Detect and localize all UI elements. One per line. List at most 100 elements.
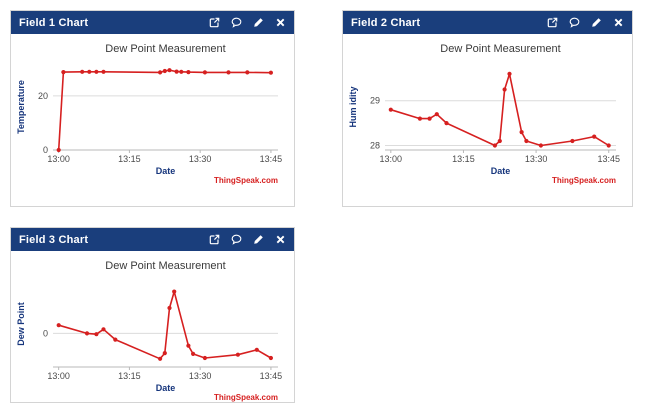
comment-icon[interactable] <box>231 17 242 28</box>
series-line <box>58 290 272 360</box>
external-link-icon[interactable] <box>547 17 558 28</box>
data-point[interactable] <box>524 138 529 144</box>
panel-header-actions <box>209 17 286 28</box>
data-point[interactable] <box>186 343 191 348</box>
field-1-chart-svg: 0 20 13:00 13:15 13:30 13:45 Dew Point Measure… <box>16 43 283 185</box>
data-point[interactable] <box>202 355 207 361</box>
data-point[interactable] <box>56 147 61 153</box>
x-tick-label: 13:00 <box>47 154 70 164</box>
x-axis-label: Date <box>156 383 176 393</box>
y-axis-label: Temperature <box>16 80 26 134</box>
data-point[interactable] <box>519 130 524 135</box>
data-point[interactable] <box>162 68 167 74</box>
x-tick-label: 13:45 <box>260 154 283 164</box>
data-point[interactable] <box>158 356 163 361</box>
y-axis-label: Hum idity <box>348 86 358 127</box>
chart-title: Dew Point Measurement <box>105 260 225 272</box>
panel-title: Field 2 Chart <box>351 16 421 29</box>
data-point[interactable] <box>113 337 118 342</box>
thingspeak-watermark: ThingSpeak.com <box>214 176 278 185</box>
x-axis-label: Date <box>491 166 511 176</box>
chart-title: Dew Point Measurement <box>105 43 225 55</box>
data-point[interactable] <box>592 134 597 139</box>
close-icon[interactable] <box>275 17 286 28</box>
data-point[interactable] <box>226 70 231 75</box>
data-point[interactable] <box>507 71 512 76</box>
x-tick-label: 13:30 <box>525 154 548 164</box>
y-tick-label: 20 <box>38 91 48 101</box>
x-axis-label: Date <box>156 166 176 176</box>
data-point[interactable] <box>167 305 172 311</box>
data-point[interactable] <box>570 138 575 144</box>
data-point[interactable] <box>162 351 167 356</box>
thingspeak-watermark: ThingSpeak.com <box>214 393 278 402</box>
panel-field-2-chart: Field 2 Chart 28 29 13:00 13:15 13:30 13:45 De… <box>342 10 633 207</box>
data-point[interactable] <box>492 143 497 148</box>
close-icon[interactable] <box>613 17 624 28</box>
data-point[interactable] <box>80 69 85 74</box>
edit-icon[interactable] <box>253 17 264 28</box>
data-point[interactable] <box>417 116 422 121</box>
x-tick-label: 13:00 <box>380 154 403 164</box>
chart-area-field-2: 28 29 13:00 13:15 13:30 13:45 Dew Point Measur… <box>343 34 632 211</box>
data-point[interactable] <box>186 70 191 75</box>
data-point[interactable] <box>84 331 90 336</box>
chart-title: Dew Point Measurement <box>440 43 560 55</box>
panel-field-1-chart: Field 1 Chart 0 20 13:00 13:15 13:30 13:45 Dew… <box>10 10 295 207</box>
panel-header-actions <box>547 17 624 28</box>
edit-icon[interactable] <box>253 234 264 245</box>
data-point[interactable] <box>61 70 66 75</box>
data-point[interactable] <box>94 332 99 337</box>
data-point[interactable] <box>444 121 449 126</box>
panel-title: Field 1 Chart <box>19 16 89 29</box>
data-point[interactable] <box>101 327 106 332</box>
series-line <box>390 73 610 147</box>
data-point[interactable] <box>254 347 259 352</box>
close-icon[interactable] <box>275 234 286 245</box>
data-point[interactable] <box>606 143 611 148</box>
y-tick-label: 0 <box>43 145 48 155</box>
panel-header: Field 1 Chart <box>11 11 294 34</box>
data-point[interactable] <box>202 70 207 75</box>
data-point[interactable] <box>268 70 273 75</box>
thingspeak-watermark: ThingSpeak.com <box>552 176 616 185</box>
panel-header-actions <box>209 234 286 245</box>
x-tick-label: 13:15 <box>452 154 475 164</box>
y-tick-label: 0 <box>43 328 48 338</box>
data-point[interactable] <box>502 87 507 92</box>
data-point[interactable] <box>388 107 393 112</box>
data-point[interactable] <box>94 69 99 74</box>
data-point[interactable] <box>427 116 432 121</box>
data-point[interactable] <box>191 351 196 356</box>
data-point[interactable] <box>268 355 273 361</box>
comment-icon[interactable] <box>231 234 242 245</box>
x-tick-label: 13:30 <box>189 154 212 164</box>
x-tick-label: 13:45 <box>597 154 620 164</box>
data-point[interactable] <box>172 289 177 294</box>
comment-icon[interactable] <box>569 17 580 28</box>
x-tick-label: 13:45 <box>260 371 283 381</box>
external-link-icon[interactable] <box>209 234 220 245</box>
panel-field-3-chart: Field 3 Chart 0 13:00 13:15 13:30 13:45 Dew P… <box>10 227 295 403</box>
data-point[interactable] <box>235 352 240 357</box>
data-point[interactable] <box>179 69 184 74</box>
series-line <box>57 69 271 151</box>
x-tick-label: 13:00 <box>47 371 70 381</box>
data-point[interactable] <box>167 68 172 73</box>
panel-header: Field 3 Chart <box>11 228 294 251</box>
data-point[interactable] <box>434 112 439 117</box>
data-point[interactable] <box>497 138 502 144</box>
data-point[interactable] <box>245 70 250 75</box>
y-tick-label: 29 <box>370 96 380 106</box>
data-point[interactable] <box>101 69 106 74</box>
data-point[interactable] <box>538 143 543 148</box>
edit-icon[interactable] <box>591 17 602 28</box>
data-point[interactable] <box>158 70 163 75</box>
field-2-chart-svg: 28 29 13:00 13:15 13:30 13:45 Dew Point Measur… <box>348 43 620 185</box>
external-link-icon[interactable] <box>209 17 220 28</box>
x-tick-label: 13:15 <box>118 371 141 381</box>
data-point[interactable] <box>56 323 61 328</box>
data-point[interactable] <box>174 69 179 74</box>
data-point[interactable] <box>87 69 92 74</box>
